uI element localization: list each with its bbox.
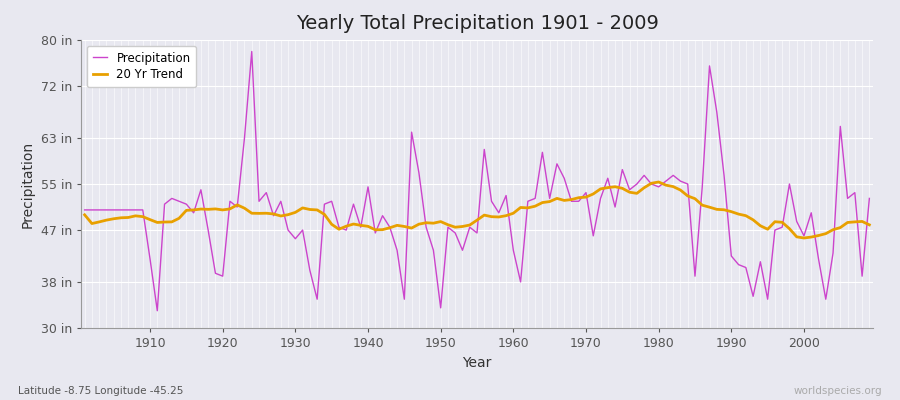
Text: Latitude -8.75 Longitude -45.25: Latitude -8.75 Longitude -45.25 [18,386,184,396]
20 Yr Trend [500,213,511,218]
Precipitation [356,225,366,230]
Line: Precipitation: Precipitation [85,52,869,311]
Y-axis label: Precipitation: Precipitation [21,140,35,228]
Precipitation [311,297,322,302]
Precipitation [609,205,620,210]
Precipitation [515,280,526,284]
20 Yr Trend [508,211,518,216]
20 Yr Trend [864,222,875,227]
Line: 20 Yr Trend: 20 Yr Trend [85,182,869,238]
Precipitation [864,196,875,201]
20 Yr Trend [138,214,148,219]
20 Yr Trend [595,186,606,191]
20 Yr Trend [653,180,664,184]
Precipitation [247,49,257,54]
Precipitation [523,199,534,204]
Legend: Precipitation, 20 Yr Trend: Precipitation, 20 Yr Trend [87,46,196,87]
Text: worldspecies.org: worldspecies.org [794,386,882,396]
Precipitation [152,308,163,313]
20 Yr Trend [79,212,90,217]
Title: Yearly Total Precipitation 1901 - 2009: Yearly Total Precipitation 1901 - 2009 [295,14,659,33]
X-axis label: Year: Year [463,356,491,370]
Precipitation [79,208,90,212]
20 Yr Trend [341,224,352,228]
20 Yr Trend [798,236,809,240]
20 Yr Trend [297,206,308,210]
Precipitation [138,208,148,212]
